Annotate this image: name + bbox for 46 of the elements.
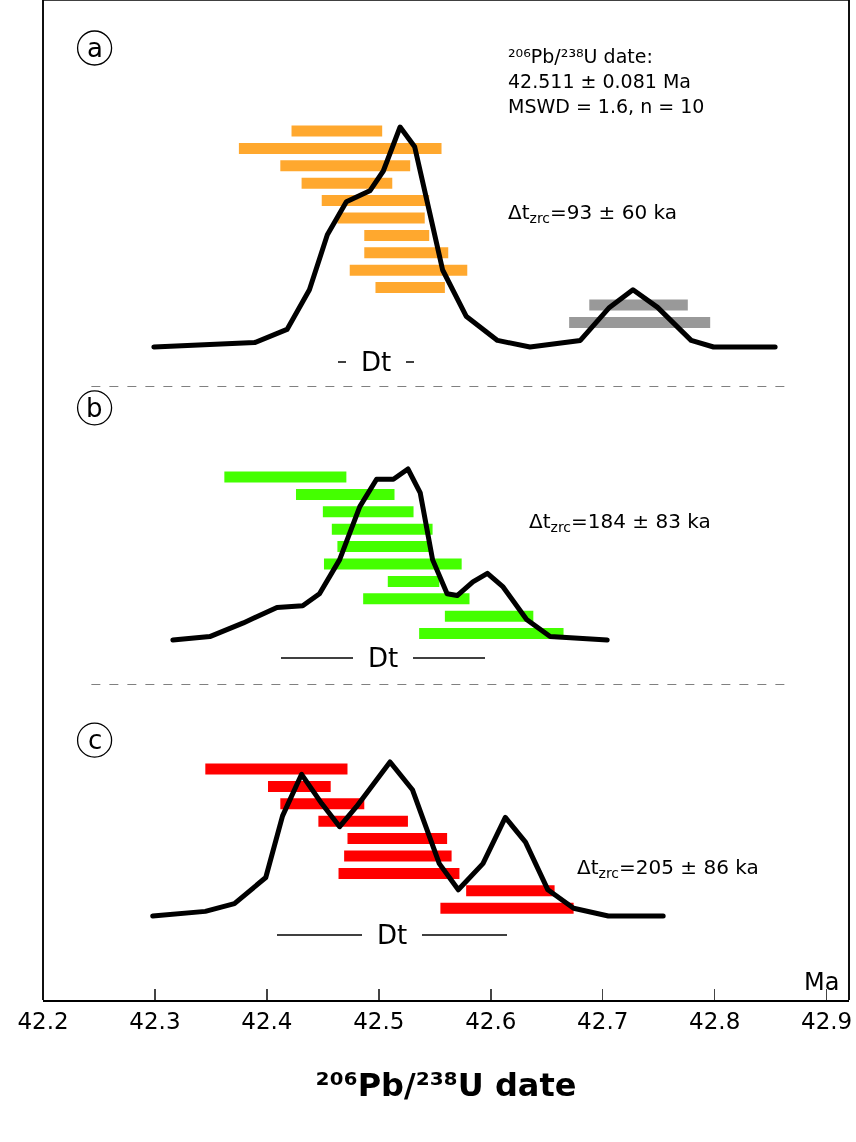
text: c (88, 725, 103, 755)
bar (224, 471, 347, 483)
bar (349, 264, 468, 276)
x-tick-label: 42.3 (129, 1008, 181, 1035)
bar (291, 125, 383, 137)
text: Dt (368, 643, 399, 673)
x-axis-title: ²⁰⁶Pb/²³⁸U date (315, 1065, 577, 1104)
bar (301, 177, 393, 189)
text: b (86, 393, 103, 423)
bar (466, 885, 555, 897)
bar (364, 229, 430, 241)
x-tick-label: 42.9 (801, 1008, 853, 1035)
x-tick-label: 42.7 (577, 1008, 629, 1035)
text: MSWD = 1.6, n = 10 (508, 95, 705, 117)
annotation: Dt (361, 347, 392, 377)
bar (205, 763, 348, 775)
text: Ma (804, 968, 840, 996)
bar (444, 610, 534, 622)
annotation: Δt$_{zrc}$=93 ± 60 ka (508, 200, 678, 227)
bar (363, 593, 470, 605)
bar (295, 488, 395, 500)
bar (322, 506, 414, 518)
text: 42.511 ± 0.081 Ma (508, 70, 691, 92)
bar (375, 282, 445, 294)
bar (338, 867, 460, 879)
bar (387, 575, 440, 587)
bar (280, 160, 411, 172)
x-tick-label: 42.5 (353, 1008, 405, 1035)
bar (344, 850, 452, 862)
bar (347, 833, 448, 845)
x-tick-label: 42.4 (241, 1008, 293, 1035)
bar (337, 541, 430, 553)
bar (323, 558, 462, 570)
x-tick-label: 42.6 (465, 1008, 517, 1035)
annotation: Δt$_{zrc}$=205 ± 86 ka (577, 855, 759, 882)
bar (440, 902, 574, 914)
bar (419, 628, 564, 640)
text: Dt (377, 920, 408, 950)
x-tick-label: 42.8 (689, 1008, 741, 1035)
text: a (87, 33, 103, 63)
annotation: Δt$_{zrc}$=184 ± 83 ka (529, 509, 711, 536)
bar (337, 212, 425, 224)
text: ²⁰⁶Pb/²³⁸U date: (508, 45, 653, 67)
x-tick-label: 42.2 (17, 1008, 69, 1035)
bar (364, 247, 449, 259)
bar (238, 142, 442, 154)
